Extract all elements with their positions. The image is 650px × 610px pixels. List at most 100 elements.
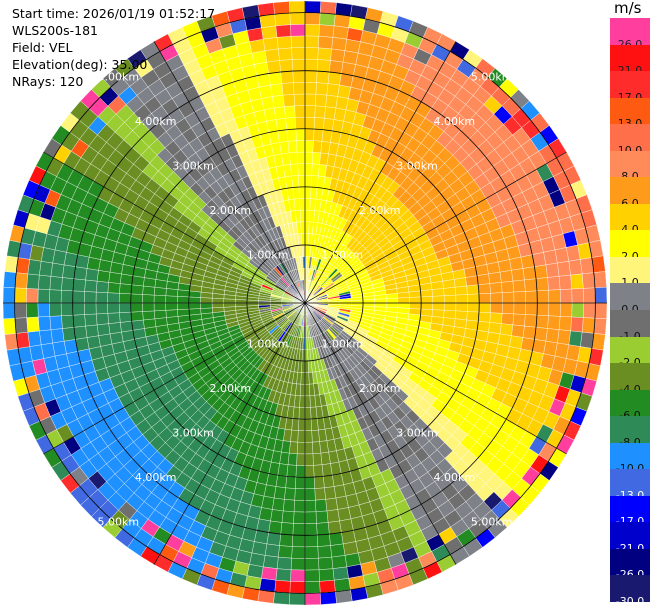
velocity-gate <box>273 1 290 15</box>
range-ring-label: 5.00km <box>471 71 513 84</box>
velocity-gate <box>2 302 16 319</box>
velocity-gate <box>568 259 583 276</box>
velocity-gate <box>351 299 364 304</box>
velocity-gate <box>297 163 306 176</box>
velocity-gate <box>536 302 550 316</box>
velocity-gate <box>16 331 30 349</box>
velocity-gate <box>304 407 312 420</box>
velocity-gate <box>96 270 111 283</box>
velocity-gate <box>324 486 337 500</box>
velocity-gate <box>570 316 584 333</box>
range-ring-label: 5.00km <box>98 515 140 528</box>
velocity-gate <box>315 499 328 512</box>
velocity-gate <box>315 82 329 96</box>
velocity-gate <box>14 272 28 289</box>
velocity-gate <box>292 523 306 536</box>
velocity-gate <box>502 302 515 315</box>
velocity-gate <box>279 59 294 73</box>
velocity-gate <box>27 330 42 347</box>
velocity-gate <box>49 276 63 291</box>
velocity-gate <box>119 321 134 333</box>
velocity-gate <box>558 316 572 332</box>
velocity-gate <box>524 314 538 328</box>
velocity-gate <box>296 453 306 466</box>
velocity-gate <box>313 464 324 478</box>
velocity-gate <box>311 429 320 443</box>
velocity-gate <box>316 533 331 547</box>
range-ring-label: 4.00km <box>434 115 476 128</box>
velocity-gate <box>443 287 456 296</box>
range-ring-label: 3.00km <box>396 426 438 439</box>
velocity-gate <box>278 47 293 61</box>
velocity-gate <box>298 407 306 420</box>
velocity-gate <box>261 96 275 111</box>
velocity-gate <box>386 302 399 309</box>
velocity-gate <box>331 555 347 569</box>
velocity-gate <box>295 116 306 130</box>
velocity-gate <box>478 293 492 304</box>
velocity-gate <box>291 546 306 559</box>
velocity-gate <box>325 94 338 109</box>
velocity-gate <box>301 244 306 257</box>
velocity-gate <box>26 288 39 304</box>
velocity-gate <box>310 418 319 431</box>
velocity-gate <box>292 186 300 200</box>
velocity-gate <box>304 105 316 118</box>
velocity-gate <box>282 499 295 512</box>
elevation-label: Elevation(deg): 35.00 <box>12 57 148 72</box>
velocity-gate <box>525 302 538 316</box>
velocity-gate <box>286 464 297 478</box>
velocity-gate <box>420 302 433 310</box>
velocity-gate <box>321 463 333 477</box>
velocity-gate <box>153 302 166 312</box>
velocity-gate <box>276 556 292 570</box>
velocity-gate <box>324 106 337 120</box>
velocity-gate <box>86 335 101 350</box>
velocity-gate <box>266 532 281 546</box>
velocity-gate <box>594 302 608 319</box>
velocity-gate <box>108 271 122 284</box>
nrays-label: NRays: 120 <box>12 74 84 89</box>
range-ring-label: 5.00km <box>471 515 513 528</box>
velocity-gate <box>326 83 340 97</box>
velocity-gate <box>465 275 479 287</box>
velocity-gate <box>14 302 27 319</box>
velocity-gate <box>313 476 325 489</box>
velocity-gate <box>273 486 286 500</box>
velocity-gate <box>37 288 50 304</box>
velocity-gate <box>304 70 318 83</box>
range-ring-label: 4.00km <box>434 471 476 484</box>
range-ring-label: 1.00km <box>322 337 364 350</box>
velocity-gate <box>119 283 132 295</box>
velocity-gate <box>290 163 299 177</box>
velocity-gate <box>301 233 306 246</box>
velocity-gate <box>270 83 284 97</box>
velocity-gate <box>304 488 316 501</box>
velocity-gate <box>333 14 351 28</box>
velocity-gate <box>84 291 97 304</box>
velocity-gate <box>108 322 122 335</box>
velocity-gate <box>580 331 594 349</box>
velocity-gate <box>188 308 202 316</box>
velocity-gate <box>547 315 561 330</box>
velocity-gate <box>490 292 503 304</box>
velocity-gate <box>320 451 331 465</box>
velocity-gate <box>318 36 334 50</box>
velocity-gate <box>444 302 457 312</box>
velocity-gate <box>512 279 526 293</box>
velocity-gate <box>273 591 290 605</box>
velocity-gate <box>534 264 548 279</box>
velocity-gate <box>14 287 27 304</box>
velocity-gate <box>304 93 317 106</box>
velocity-gate <box>290 24 306 37</box>
velocity-gate <box>304 465 315 478</box>
velocity-gate <box>304 360 309 373</box>
velocity-gate <box>304 12 321 25</box>
velocity-gate <box>211 302 224 309</box>
velocity-gate <box>522 325 537 340</box>
velocity-gate <box>259 14 277 28</box>
range-ring-label: 2.00km <box>210 382 252 395</box>
velocity-gate <box>258 302 271 306</box>
velocity-gate <box>278 545 293 559</box>
velocity-gate <box>266 60 281 74</box>
